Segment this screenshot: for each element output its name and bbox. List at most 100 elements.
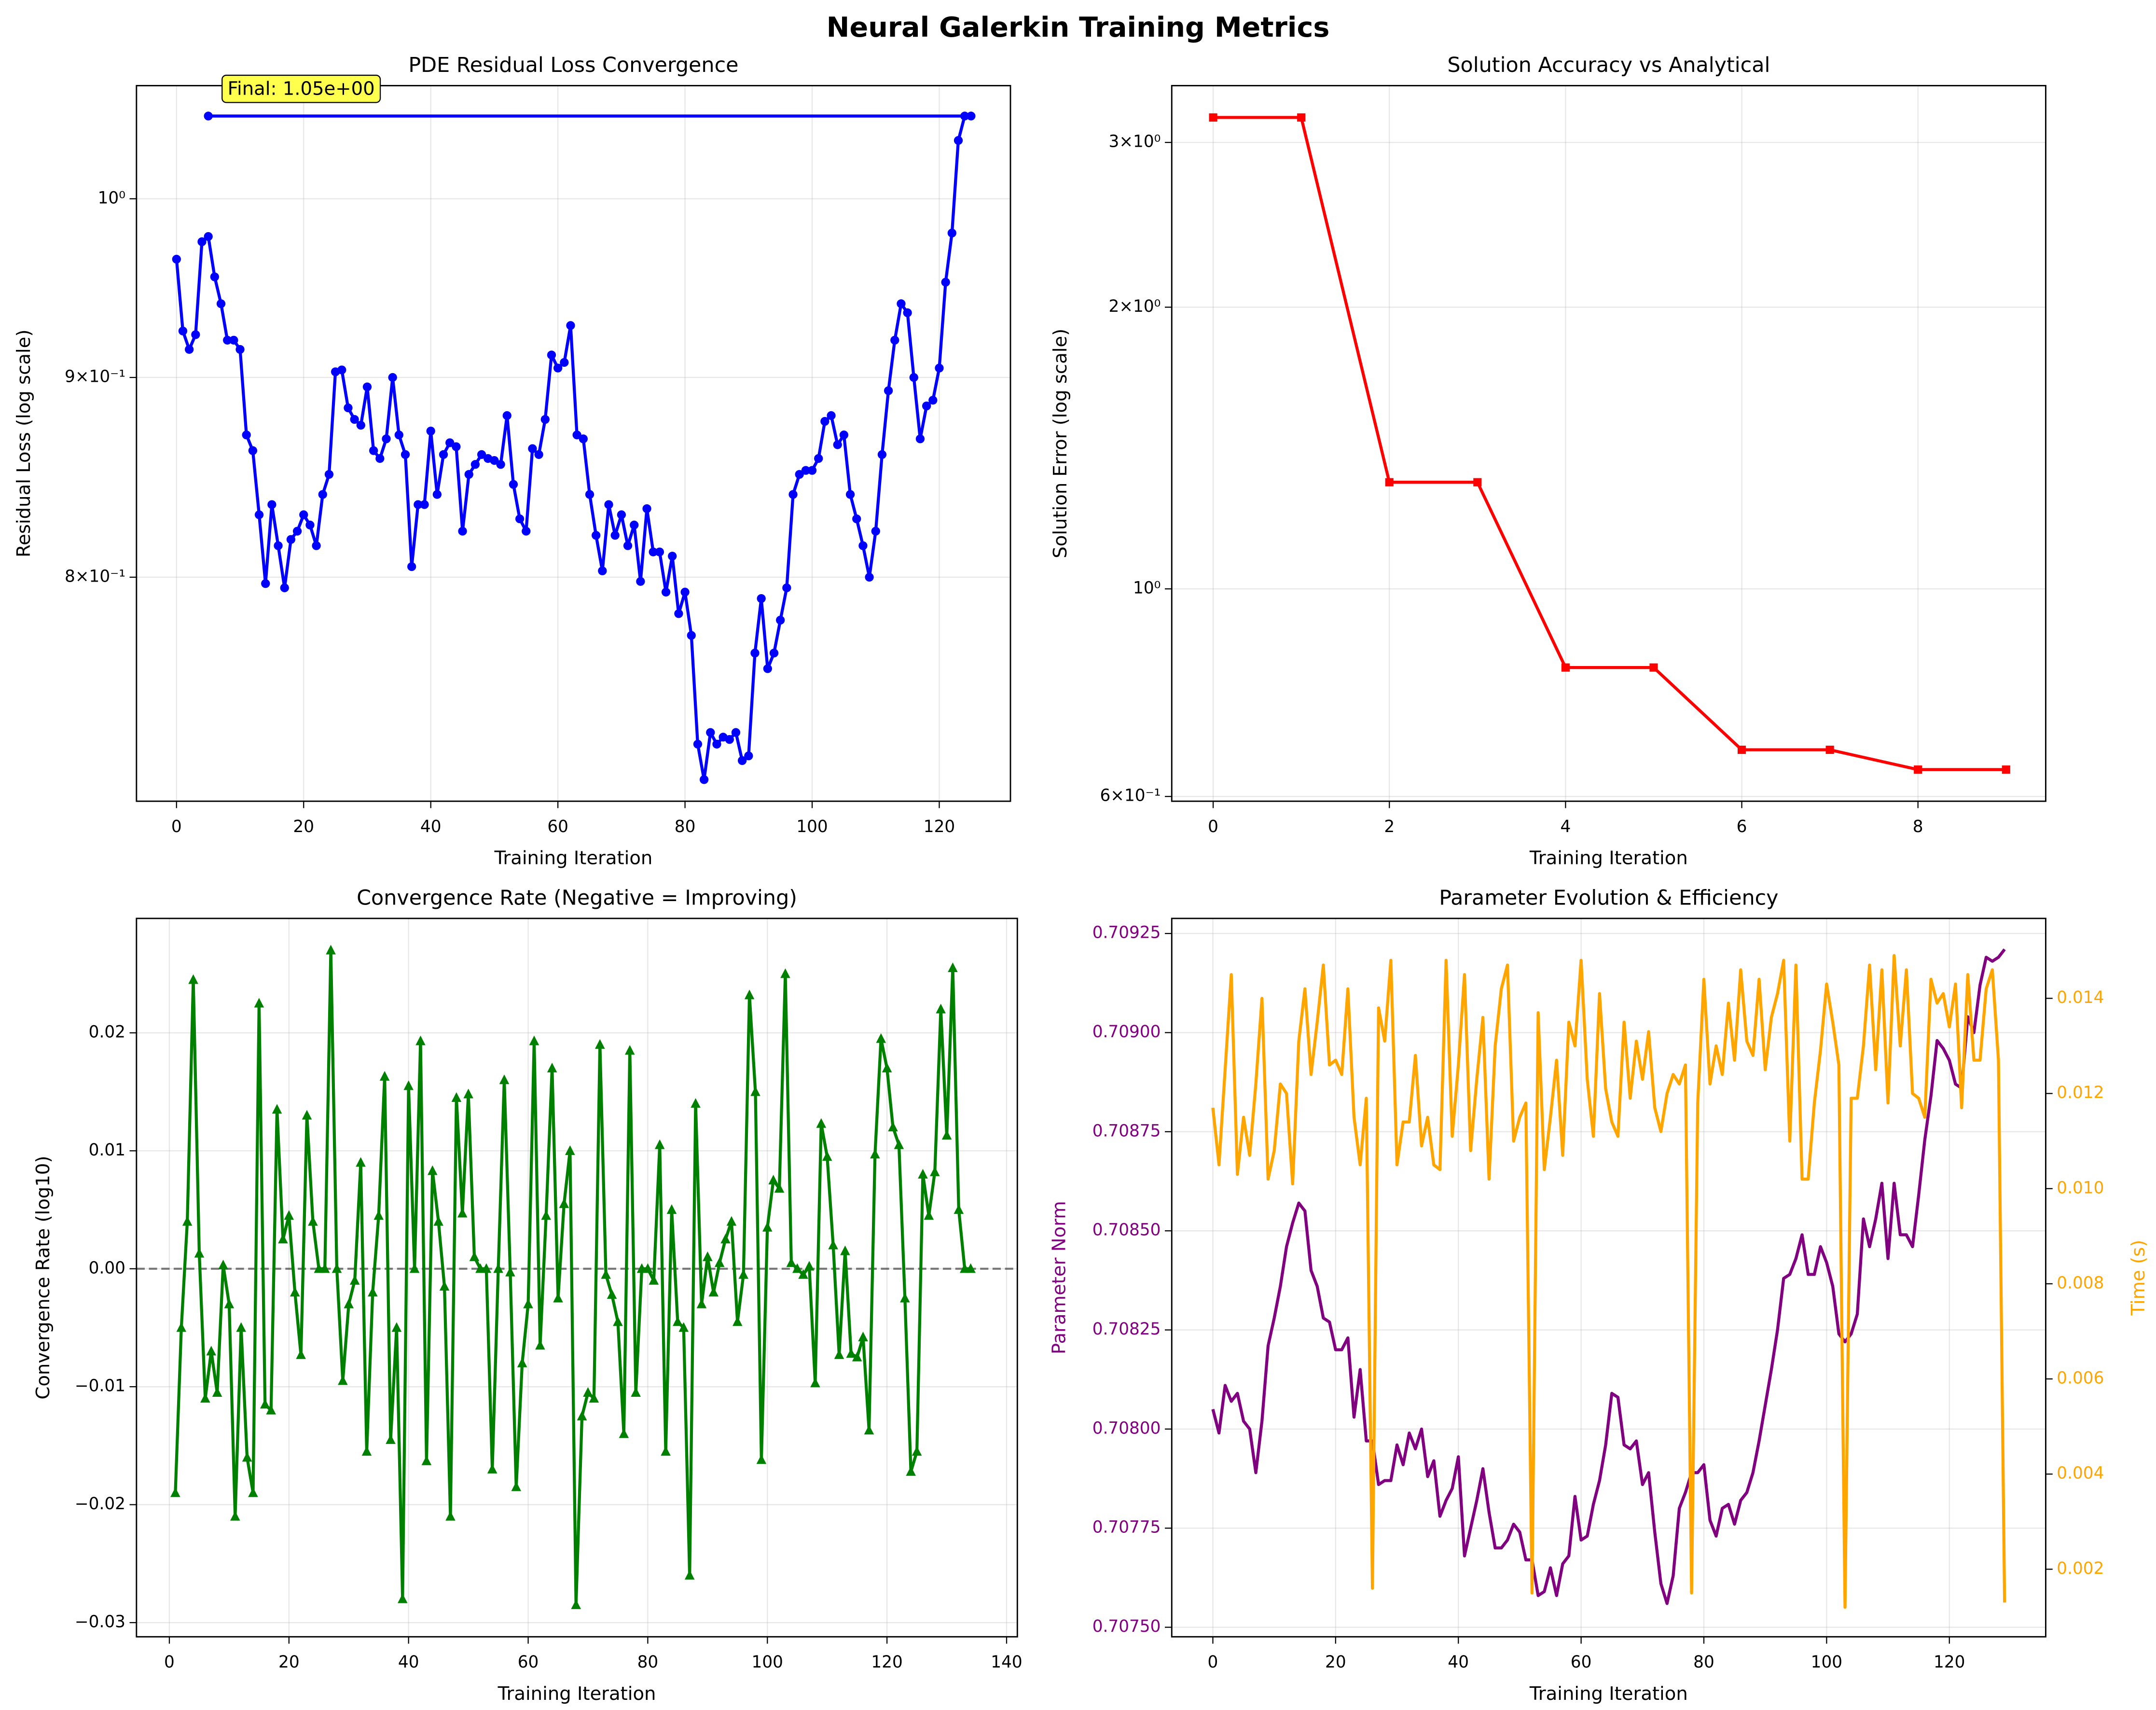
marker	[553, 1293, 563, 1303]
marker	[496, 460, 505, 469]
marker	[610, 531, 620, 540]
marker	[296, 1349, 306, 1359]
panel: PDE Residual Loss Convergence Training It…	[13, 53, 1011, 869]
y2-tick-label: 0.002	[2057, 1559, 2104, 1578]
marker	[379, 1070, 390, 1081]
marker	[398, 1593, 408, 1603]
marker	[642, 504, 651, 514]
marker	[254, 510, 264, 519]
marker	[470, 460, 480, 469]
marker	[401, 450, 410, 459]
panel-title: PDE Residual Loss Convergence	[408, 53, 738, 77]
y2-tick-label: 0.010	[2057, 1178, 2104, 1197]
y-tick-label: 10⁰	[98, 188, 125, 208]
marker	[565, 1145, 575, 1155]
marker	[903, 308, 912, 318]
marker	[204, 111, 213, 121]
marker	[540, 415, 550, 424]
marker	[1825, 745, 1834, 754]
x-tick-label: 4	[1560, 817, 1571, 836]
marker	[272, 1104, 282, 1114]
marker	[349, 1275, 360, 1285]
marker	[2002, 765, 2010, 774]
marker	[248, 1487, 258, 1497]
x-tick-label: 60	[518, 1653, 539, 1672]
x-tick-label: 0	[1208, 1653, 1218, 1672]
marker	[200, 1393, 210, 1403]
marker	[451, 1092, 462, 1102]
marker	[756, 1454, 767, 1464]
marker	[439, 1281, 450, 1291]
y-tick-label: 0.70775	[1092, 1518, 1161, 1537]
marker	[624, 1045, 635, 1055]
marker	[845, 490, 855, 499]
panel-title: Solution Accuracy vs Analytical	[1447, 53, 1770, 77]
marker	[280, 583, 289, 593]
marker	[604, 500, 613, 509]
marker	[712, 739, 721, 749]
marker	[673, 1316, 683, 1326]
marker	[941, 278, 950, 287]
marker	[1649, 663, 1658, 672]
marker	[894, 1139, 904, 1149]
marker	[368, 1287, 378, 1297]
marker	[236, 1322, 246, 1332]
marker	[324, 470, 334, 479]
marker	[318, 490, 327, 499]
x-tick-label: 6	[1737, 817, 1747, 836]
marker	[1209, 113, 1217, 122]
marker	[870, 1149, 880, 1159]
marker	[935, 363, 944, 373]
marker	[630, 520, 639, 529]
y2-tick-label: 0.012	[2057, 1083, 2104, 1102]
marker	[774, 1183, 785, 1193]
marker	[598, 566, 607, 575]
marker	[592, 531, 601, 540]
marker	[882, 1062, 892, 1072]
y-tick-label: 0.01	[89, 1140, 125, 1160]
marker	[212, 1387, 222, 1397]
marker	[284, 1210, 294, 1220]
marker	[619, 1428, 629, 1438]
marker	[757, 594, 766, 603]
y-tick-label: 2×10⁰	[1109, 297, 1161, 316]
marker	[583, 1387, 593, 1397]
marker	[178, 326, 188, 335]
marker	[547, 1062, 557, 1072]
marker	[553, 363, 563, 373]
marker	[744, 989, 755, 1000]
marker	[822, 1151, 832, 1161]
marker	[763, 664, 772, 673]
marker	[607, 1289, 617, 1299]
x-axis-label: Training Iteration	[498, 1683, 656, 1705]
marker	[572, 431, 581, 440]
x-tick-label: 40	[1448, 1653, 1469, 1672]
marker	[786, 1257, 797, 1267]
marker	[814, 454, 823, 463]
marker	[433, 1216, 443, 1226]
marker	[267, 500, 276, 509]
marker	[782, 583, 791, 593]
marker	[445, 438, 455, 447]
marker	[308, 1216, 318, 1226]
marker	[490, 456, 499, 465]
marker	[481, 1263, 492, 1273]
marker	[877, 450, 887, 459]
y-tick-label: 0.70800	[1092, 1418, 1161, 1438]
x-tick-label: 80	[1693, 1653, 1714, 1672]
marker	[967, 111, 976, 121]
marker	[795, 470, 804, 479]
marker	[216, 299, 226, 308]
marker	[464, 470, 473, 479]
marker	[918, 1168, 928, 1179]
marker	[948, 962, 958, 973]
marker	[654, 1139, 665, 1149]
figure-title: Neural Galerkin Training Metrics	[827, 12, 1330, 43]
marker	[858, 541, 868, 550]
y-tick-label: −0.03	[75, 1612, 125, 1631]
panel: Solution Accuracy vs Analytical Training …	[1050, 53, 2046, 869]
marker	[643, 1263, 653, 1273]
y-axis-label: Convergence Rate (log10)	[32, 1156, 54, 1400]
y-tick-label: 0.70925	[1092, 923, 1161, 943]
marker	[373, 1210, 384, 1220]
